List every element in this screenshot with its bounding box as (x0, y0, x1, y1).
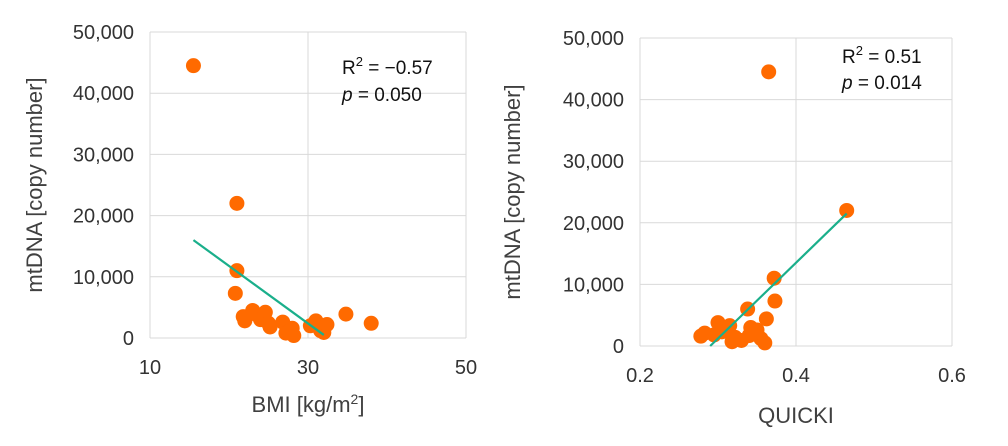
data-point (229, 195, 245, 211)
data-point (761, 64, 777, 80)
y-tick-label: 20,000 (73, 206, 134, 228)
data-points (693, 64, 855, 351)
y-tick-label: 30,000 (73, 144, 134, 166)
y-axis-title: mtDNA [copy number] (22, 77, 47, 292)
x-tick-label: 50 (455, 357, 477, 379)
x-tick-label: 0.2 (626, 365, 654, 387)
x-tick-label: 10 (139, 357, 161, 379)
data-point (227, 285, 243, 301)
x-axis-title-end: ] (358, 392, 364, 417)
data-point (767, 293, 783, 309)
y-tick-label: 50,000 (563, 28, 624, 50)
chart-2: 0 10,000 20,000 30,000 40,000 50,000 0.2 0.4 0.6… (500, 28, 966, 428)
chart-1: 0 10,000 20,000 30,000 40,000 50,000 10 30 50 mtD… (22, 22, 477, 417)
y-tick-label: 10,000 (563, 274, 624, 296)
x-axis-title-text: QUICKI (758, 403, 834, 428)
data-point (185, 58, 201, 74)
data-point (758, 311, 774, 327)
data-point (286, 328, 302, 344)
r-superscript: 2 (856, 43, 863, 58)
trend-line (709, 212, 848, 347)
p-value-annotation: p = 0.050 (341, 85, 422, 106)
y-tick-label: 20,000 (563, 213, 624, 235)
y-tick-label: 0 (123, 328, 134, 350)
x-axis-title: QUICKI (758, 403, 834, 428)
y-tick-label: 50,000 (73, 22, 134, 44)
data-point (319, 317, 335, 333)
p-value: = 0.050 (353, 85, 422, 106)
data-point (747, 324, 763, 340)
y-tick-label: 40,000 (73, 83, 134, 105)
data-point (363, 315, 379, 331)
gridlines (149, 31, 467, 339)
x-tick-label: 30 (297, 357, 319, 379)
p-value-annotation: p = 0.014 (841, 73, 922, 94)
x-axis-title-superscript: 2 (351, 391, 359, 407)
r-value: = −0.57 (363, 58, 433, 79)
p-value: = 0.014 (853, 73, 923, 94)
data-point (766, 270, 782, 286)
y-tick-label: 10,000 (73, 267, 134, 289)
r-squared-annotation: R2 = 0.51 (842, 43, 922, 68)
data-point (261, 315, 276, 331)
gridlines (639, 37, 953, 347)
y-axis-title: mtDNA [copy number] (500, 84, 525, 299)
p-label: p (841, 73, 853, 94)
data-point (839, 202, 855, 218)
r-value: = 0.51 (863, 47, 922, 68)
data-point (724, 334, 740, 350)
r-superscript: 2 (356, 54, 363, 69)
data-point (237, 313, 253, 329)
r-label: R (342, 58, 356, 79)
r-squared-annotation: R2 = −0.57 (342, 54, 433, 79)
x-tick-label: 0.6 (938, 365, 966, 387)
p-label: p (341, 85, 353, 106)
y-tick-label: 30,000 (563, 151, 624, 173)
r-label: R (842, 47, 856, 68)
x-axis-title: BMI [kg/m2] (252, 391, 365, 417)
x-tick-label: 0.4 (782, 365, 810, 387)
data-point (693, 328, 709, 344)
data-point (757, 335, 773, 351)
x-axis-title-text: BMI [kg/m (252, 392, 351, 417)
data-point (338, 306, 354, 322)
y-tick-label: 0 (613, 336, 624, 358)
trend-line (192, 239, 325, 336)
y-tick-label: 40,000 (563, 90, 624, 112)
